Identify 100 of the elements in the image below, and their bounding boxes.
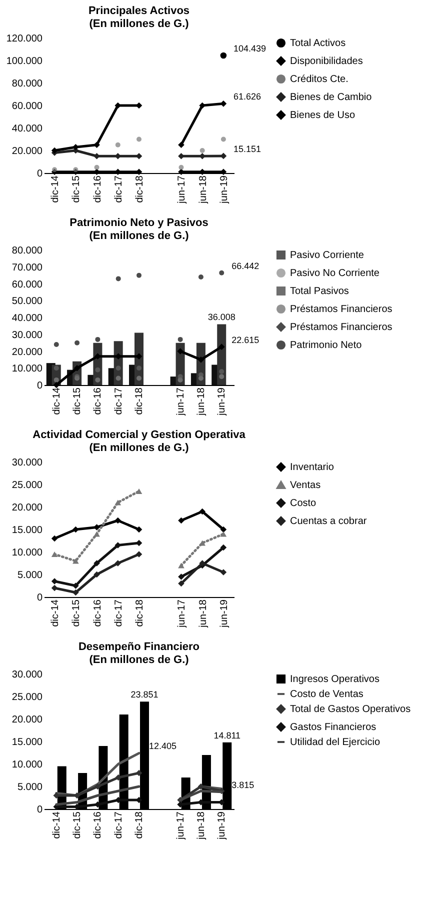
legend-label: Costo	[290, 498, 317, 509]
y-tick-label: 10.000	[12, 364, 43, 375]
x-tick-label: dic-14	[51, 387, 62, 415]
y-tick-label: 30.000	[12, 458, 43, 468]
x-tick-label: dic-16	[92, 387, 104, 415]
legend-label: Gastos Financieros	[290, 722, 376, 733]
x-tick-label: dic-16	[92, 175, 104, 203]
y-tick-label: 100.000	[6, 56, 43, 67]
data-label: 61.626	[233, 92, 261, 102]
x-tick-label: jun-17	[175, 811, 186, 840]
x-tick-label: dic-18	[134, 387, 145, 415]
y-tick-label: 50.000	[12, 296, 43, 308]
data-label: 15.151	[233, 144, 261, 154]
legend-label: Costo de Ventas	[290, 689, 364, 700]
x-tick-label: dic-14	[51, 811, 62, 839]
text: (En millones de G.)	[89, 442, 189, 454]
x-tick-label: jun-17	[175, 387, 186, 416]
legend-label: Ventas	[290, 480, 321, 491]
x-tick-label: dic-16	[92, 599, 104, 627]
y-tick-label: 120.000	[6, 34, 43, 44]
x-tick-label: dic-15	[72, 811, 84, 839]
legend-label: Ingresos Operativos	[290, 674, 380, 685]
data-label: 36.008	[208, 312, 236, 322]
x-tick-label: dic-18	[134, 599, 146, 627]
y-tick-label: 60.000	[12, 101, 43, 112]
y-tick-label: 15.000	[12, 525, 43, 536]
legend-label: Pasivo Corriente	[290, 250, 364, 261]
y-tick-label: 40.000	[12, 313, 43, 324]
data-label: 14.811	[214, 730, 241, 740]
x-tick-label: dic-17	[113, 175, 124, 203]
y-tick-label: 25.000	[12, 480, 43, 491]
x-tick-label: dic-15	[72, 387, 84, 415]
x-tick-label: jun-17	[176, 175, 188, 204]
text: Desempeño Financiero	[78, 641, 200, 653]
legend-label: Créditos Cte.	[290, 74, 348, 85]
legend-label: Bienes de Uso	[290, 110, 356, 121]
y-tick-label: 20.000	[12, 502, 43, 514]
legend-label: Total de Gastos Operativos	[290, 704, 411, 715]
legend-label: Pasivo No Corriente	[290, 268, 380, 279]
x-tick-label: jun-19	[216, 811, 228, 840]
text: (En millones de G.)	[89, 654, 189, 666]
text: (En millones de G.)	[89, 18, 189, 30]
x-tick-label: dic-14	[50, 599, 62, 627]
legend-label: Disponibilidades	[290, 56, 363, 67]
y-tick-label: 25.000	[12, 692, 43, 703]
x-tick-label: jun-19	[218, 599, 230, 628]
x-tick-label: dic-17	[113, 599, 124, 627]
y-tick-label: 0	[36, 592, 43, 604]
y-tick-label: 5.000	[17, 782, 43, 793]
y-tick-label: 0	[36, 168, 43, 180]
y-tick-label: 20.000	[12, 346, 43, 358]
x-tick-label: jun-18	[198, 599, 209, 628]
x-tick-label: dic-14	[50, 175, 62, 203]
y-tick-label: 10.000	[12, 760, 43, 770]
y-tick-label: 70.000	[12, 262, 43, 274]
data-label: 104.439	[233, 44, 266, 54]
y-tick-label: 60.000	[12, 279, 43, 290]
y-tick-label: 80.000	[12, 246, 43, 256]
y-tick-label: 30.000	[12, 670, 43, 680]
x-tick-label: jun-18	[198, 175, 209, 204]
legend-label: Cuentas a cobrar	[290, 516, 368, 527]
x-tick-label: dic-16	[92, 811, 104, 839]
legend-label: Total Pasivos	[290, 286, 349, 297]
x-tick-label: dic-15	[71, 599, 82, 627]
data-label: 66.442	[232, 260, 260, 271]
x-tick-label: dic-18	[134, 811, 145, 839]
y-tick-label: 0	[36, 380, 43, 392]
legend-label: Total Activos	[290, 38, 346, 49]
data-label: 23.851	[130, 690, 158, 700]
y-tick-label: 10.000	[12, 548, 43, 558]
legend-label: Préstamos Financieros	[290, 304, 392, 315]
y-tick-label: 15.000	[12, 737, 43, 748]
text: Principales Activos	[88, 5, 190, 17]
y-tick-label: 80.000	[12, 78, 43, 90]
y-tick-label: 40.000	[12, 124, 43, 134]
text: Actividad Comercial y Gestion Operativa	[32, 429, 246, 441]
text: (En millones de G.)	[89, 230, 189, 242]
y-tick-label: 20.000	[12, 714, 43, 726]
x-tick-label: jun-19	[218, 175, 230, 204]
x-tick-label: jun-18	[196, 811, 207, 840]
x-tick-label: dic-17	[113, 387, 124, 415]
y-tick-label: 20.000	[12, 146, 43, 157]
text: Patrimonio Neto y Pasivos	[70, 217, 208, 229]
data-label: 3.815	[232, 780, 254, 790]
data-label: 12.405	[149, 741, 177, 752]
y-tick-label: 30.000	[12, 330, 43, 341]
x-tick-label: jun-18	[196, 387, 207, 416]
legend-label: Patrimonio Neto	[290, 340, 362, 351]
legend-label: Bienes de Cambio	[290, 92, 372, 103]
x-tick-label: dic-15	[71, 175, 82, 203]
data-label: 22.615	[232, 334, 260, 345]
x-tick-label: dic-17	[113, 811, 124, 839]
x-tick-label: dic-18	[134, 175, 146, 203]
legend-label: Inventario	[290, 462, 334, 473]
legend-label: Utilidad del Ejercicio	[290, 737, 380, 748]
x-tick-label: jun-17	[176, 599, 188, 628]
y-tick-label: 0	[36, 804, 43, 816]
y-tick-label: 5.000	[17, 570, 43, 581]
legend-label: Préstamos Financieros	[290, 322, 392, 333]
x-tick-label: jun-19	[216, 387, 228, 416]
